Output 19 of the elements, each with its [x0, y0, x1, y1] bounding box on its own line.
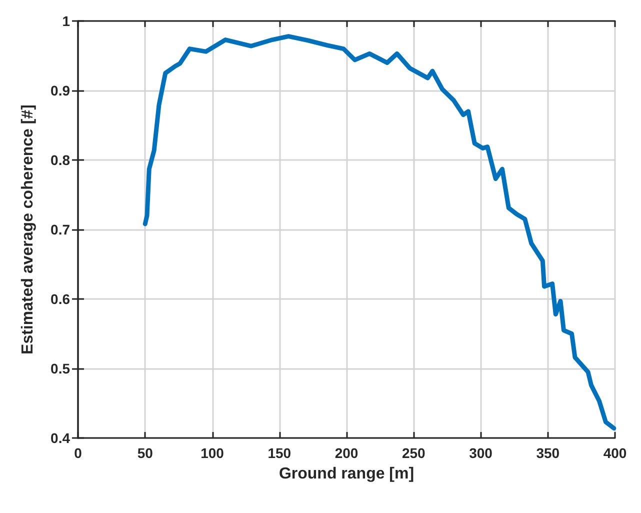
y-axis-title: Estimated average coherence [#]	[20, 104, 36, 354]
x-tick-label: 250	[402, 445, 426, 461]
line-series	[142, 34, 616, 431]
y-tick-label: 0.9	[50, 82, 70, 98]
x-tick-label: 100	[200, 445, 224, 461]
x-tick-label: 350	[536, 445, 560, 461]
x-tick-label: 200	[334, 445, 358, 461]
x-tick-label: 50	[137, 445, 154, 461]
y-tick-label: 0.5	[50, 360, 70, 376]
y-tick-label: 0.7	[50, 222, 70, 238]
x-axis-title: Ground range [m]	[278, 466, 414, 482]
y-tick-label: 0.8	[50, 152, 70, 168]
x-tick-label: 400	[603, 445, 627, 461]
x-tick-label: 150	[268, 445, 292, 461]
y-tick-label: 0.6	[50, 291, 70, 307]
y-tick-label: 0.4	[50, 430, 70, 446]
x-tick-label: 0	[74, 445, 82, 461]
x-tick-label: 300	[469, 445, 493, 461]
y-tick-label: 1	[62, 13, 70, 29]
